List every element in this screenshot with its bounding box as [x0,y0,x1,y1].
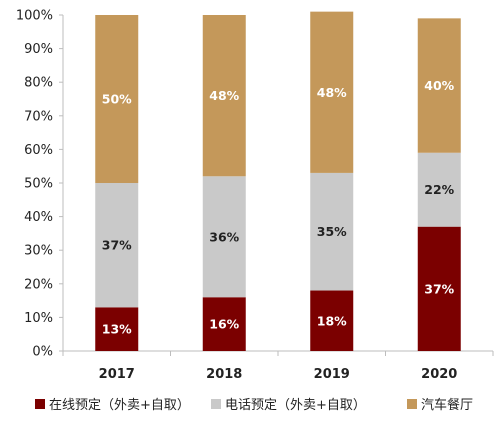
bar-segment [310,290,354,351]
data-label: 13% [102,322,132,337]
bar-segment [417,18,461,153]
data-label: 18% [317,313,347,328]
data-label: 37% [102,238,132,253]
legend-label: 在线预定（外卖+自取） [49,398,190,413]
data-label: 37% [424,281,454,296]
y-tick-label: 10% [24,311,53,326]
data-label: 22% [424,182,454,197]
x-tick-label: 2017 [99,367,135,382]
axes: 0% 10% 20% 30% 40% 50% 60% 70% 80% 90% 100% 2017 201… [16,9,494,382]
bar-segment [95,15,139,183]
bar-segment [310,172,354,291]
bar-segment [202,15,246,177]
bar-segment [417,152,461,227]
legend: 在线预定（外卖+自取） 电话预定（外卖+自取） 汽车餐厅 [35,397,473,413]
y-tick-label: 70% [24,109,53,124]
bar-segment [417,226,461,351]
bar-segment [95,307,139,351]
bar-segment [202,176,246,298]
y-tick-label: 30% [24,244,53,259]
x-tick-label: 2020 [421,367,457,382]
y-tick-label: 80% [24,76,53,91]
data-label: 50% [102,92,132,107]
y-tick-label: 60% [24,143,53,158]
bars: 13% 37% 50% 16% 36% 48% 18% 35% 48% 37% 22% 40% [95,11,461,351]
y-tick-label: 90% [24,42,53,57]
bar-segment [310,11,354,173]
data-label: 40% [424,78,454,93]
legend-label: 汽车餐厅 [421,397,473,413]
y-tick-label: 0% [32,345,53,360]
bar-segment [202,297,246,351]
data-label: 48% [317,85,347,100]
legend-swatch [407,399,417,409]
legend-swatch [35,399,45,409]
x-tick-label: 2018 [206,367,242,382]
data-label: 36% [209,229,239,244]
y-tick-label: 20% [24,277,53,292]
data-label: 48% [209,88,239,103]
data-label: 35% [317,224,347,239]
y-tick-label: 100% [16,9,53,24]
x-tick-label: 2019 [314,367,350,382]
legend-label: 电话预定（外卖+自取） [225,398,366,413]
data-label: 16% [209,317,239,332]
legend-swatch [211,399,221,409]
y-tick-label: 50% [24,177,53,192]
bar-segment [95,183,139,308]
y-tick-label: 40% [24,210,53,225]
